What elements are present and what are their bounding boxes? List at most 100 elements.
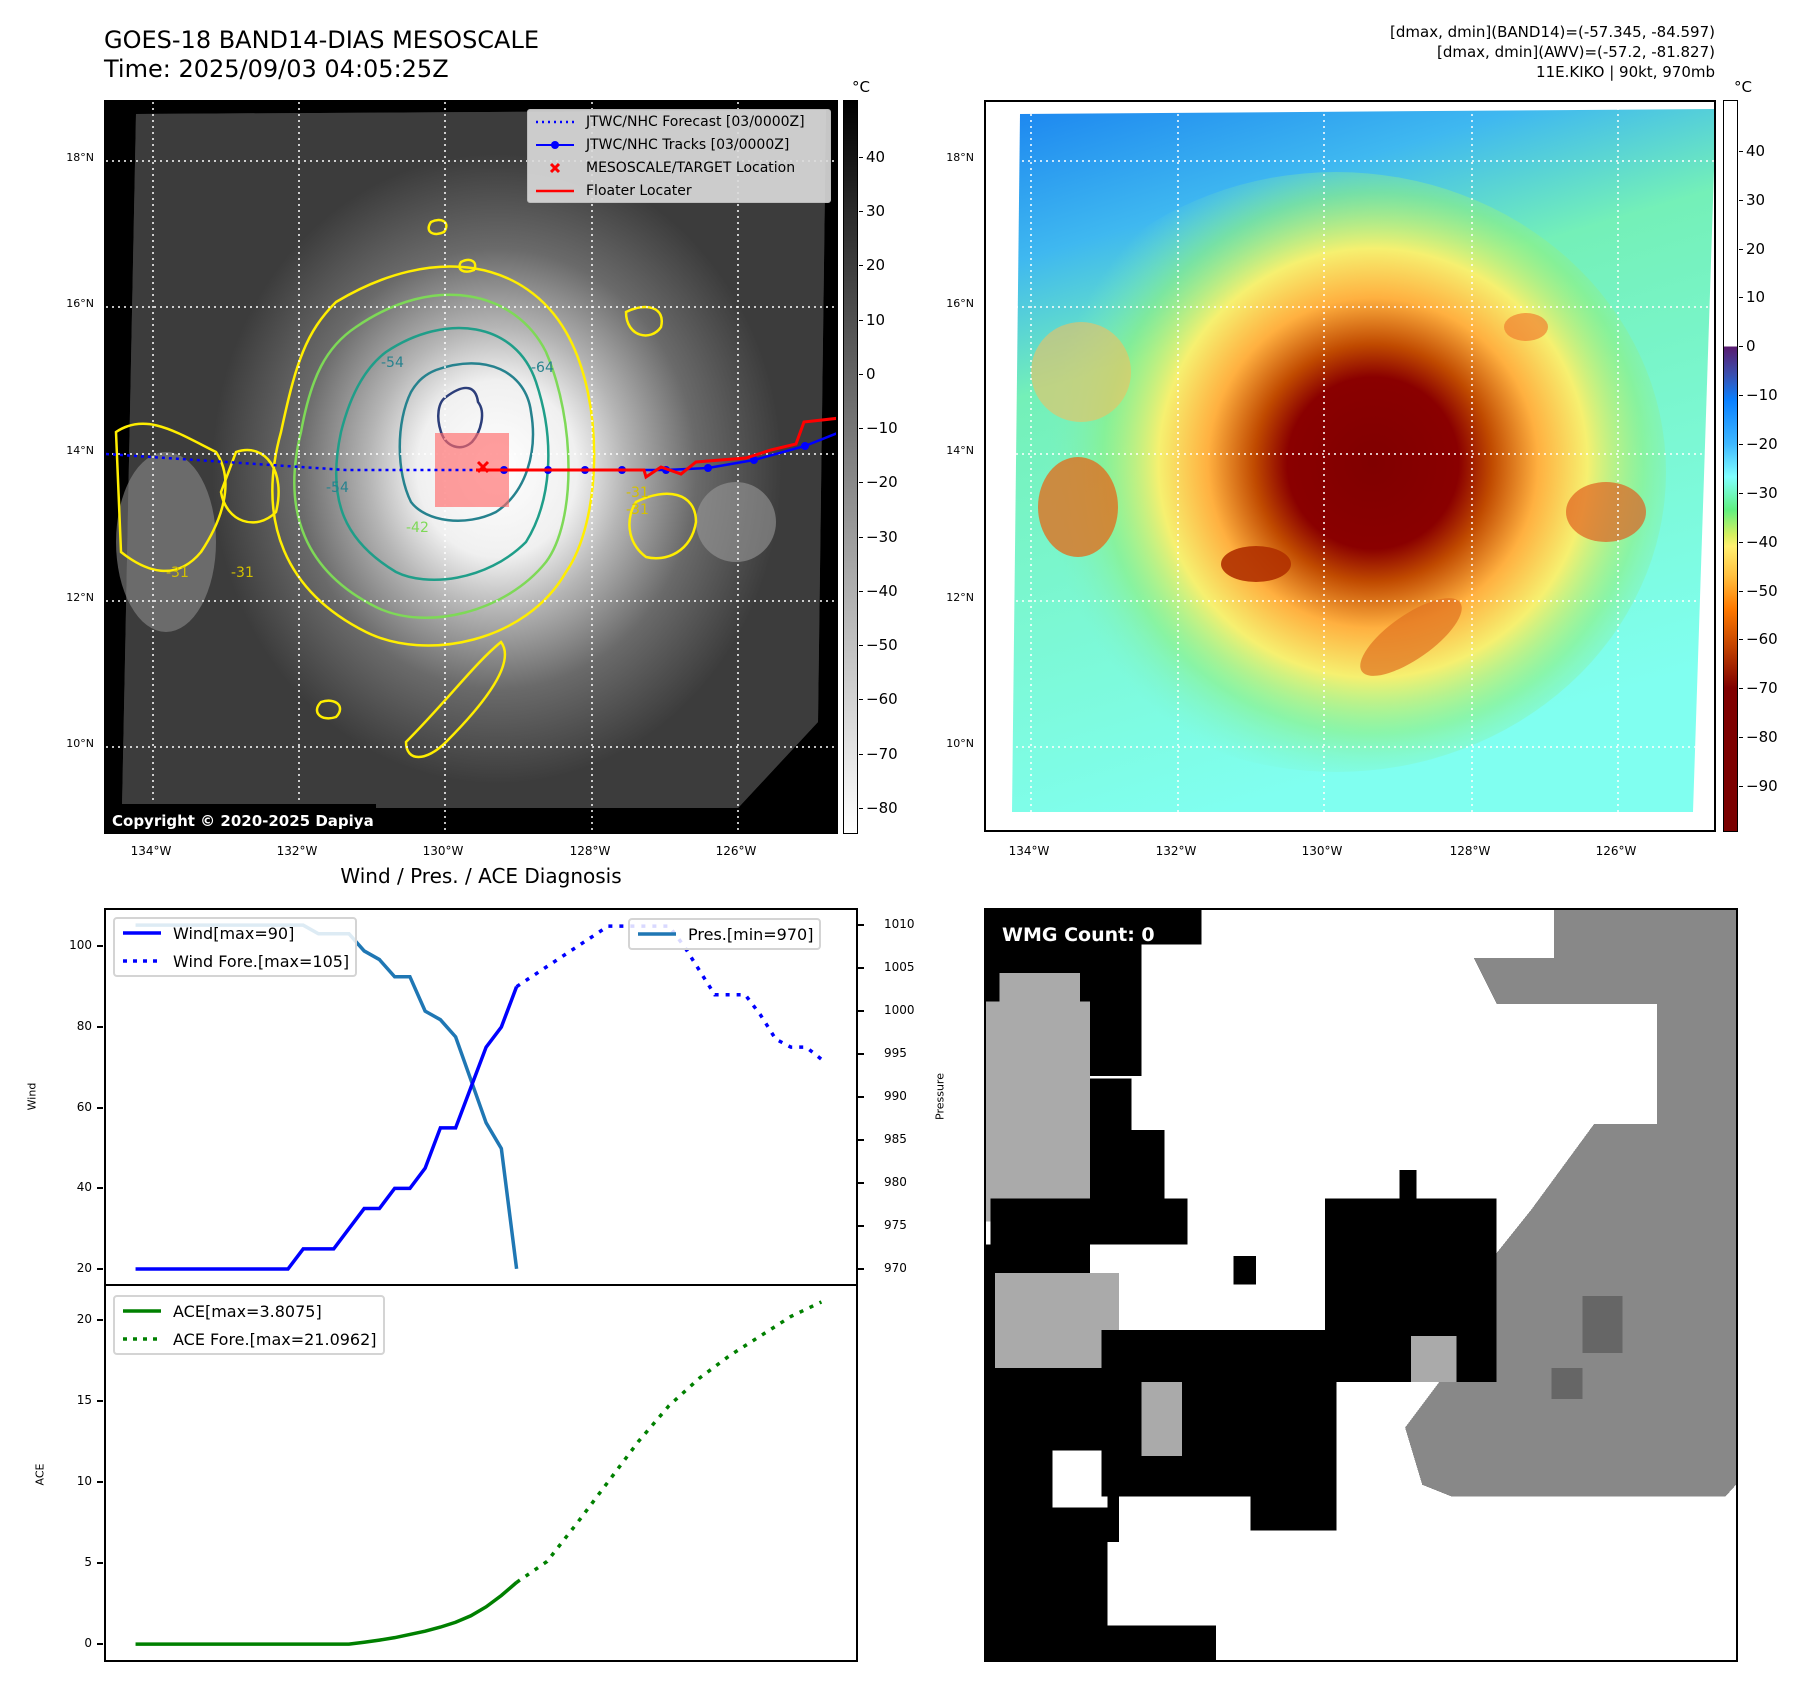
colorbar-tick [1739,492,1743,494]
colorbar-tick [859,699,863,701]
wind-axis-label: Wind [25,1082,39,1111]
colorbar-tick-label: −70 [1746,679,1778,698]
y-tick-label: 990 [884,1089,907,1103]
colorbar-tick [859,428,863,430]
legend-label: Floater Locater [586,182,692,199]
y-tick-label: 985 [884,1131,907,1146]
colorbar-tick-label: 30 [866,202,886,221]
solid-line-icon [123,931,161,935]
y-tick [97,1318,103,1321]
colorbar-tick-label: −70 [866,744,898,763]
dotted-line-icon [536,120,574,123]
colorbar-tick-label: −80 [1746,728,1778,747]
wind-line [135,986,519,1271]
lat-label: 16°N [946,297,974,310]
ace-legend: ACE[max=3.8075] ACE Fore.[max=21.0962] [113,1295,385,1355]
colorbar-tick [1739,639,1743,641]
band14-range: [dmax, dmin](BAND14)=(-57.345, -84.597) [1390,23,1715,41]
y-tick [97,1399,103,1402]
colorbar-tick-label: −60 [1746,630,1778,649]
y-tick [858,1010,864,1013]
ir-colorbar-unit: °C [852,78,870,96]
awv-colorbar-unit: °C [1734,78,1752,96]
colorbar-tick [859,211,863,213]
y-tick [97,1187,103,1190]
contour-label: -54 [381,355,404,371]
colorbar-tick [1739,199,1743,201]
contour-label: -31 [626,502,649,518]
y-tick-label: 15 [76,1392,92,1407]
legend-item-floater: Floater Locater [528,179,830,202]
colorbar-tick [859,536,863,538]
colorbar-tick-label: 0 [866,364,876,383]
y-tick [858,1267,864,1270]
y-tick-label: 80 [76,1019,92,1033]
ir-imagery: -31 -31 -31 -31 -42 -54 -54 -64 Copyrigh… [106,102,836,832]
contour-label: -54 [326,480,349,496]
lat-label: 14°N [66,444,94,457]
ace-chart: ACE[max=3.8075] ACE Fore.[max=21.0962] [104,1284,858,1662]
awv-range: [dmax, dmin](AWV)=(-57.2, -81.827) [1436,43,1715,61]
y-tick [97,1643,103,1646]
line-dot-icon [536,140,574,149]
legend-item-tracks: JTWC/NHC Tracks [03/0000Z] [528,133,830,156]
wind-pressure-chart: Wind[max=90] Wind Fore.[max=105] Pres.[m… [104,908,858,1286]
target-location-x-icon [476,460,490,474]
colorbar-tick-label: −10 [866,419,898,438]
title-line-1: GOES-18 BAND14-DIAS MESOSCALE [104,26,540,54]
awv-imagery [986,102,1714,830]
lon-label: 132°W [1155,844,1197,858]
y-tick [858,1181,864,1184]
lon-label: 130°W [422,844,464,858]
colorbar-tick-label: −20 [1746,435,1778,453]
y-tick-label: 1010 [884,917,915,932]
temperature-contours [114,218,698,759]
colorbar-tick-label: 10 [1746,288,1766,307]
colorbar-tick-label: −50 [866,636,898,655]
lat-label: 12°N [946,591,974,604]
wmg-count-label: WMG Count: 0 [1002,924,1155,946]
y-tick [97,945,103,948]
lon-label: 130°W [1301,844,1343,858]
colorbar-tick [859,590,863,592]
colorbar-tick-label: −60 [866,690,898,709]
colorbar-tick [1739,737,1743,739]
colorbar-tick-label: 20 [866,256,886,275]
y-tick [858,1224,864,1227]
legend-label: Pres.[min=970] [688,924,814,944]
y-tick-label: 40 [76,1180,92,1195]
colorbar-tick [1739,248,1743,250]
solid-line-icon [123,1309,161,1313]
y-tick-label: 1005 [884,960,915,975]
colorbar-tick [1739,395,1743,397]
y-tick [97,1268,103,1271]
lon-label: 132°W [276,844,318,858]
colorbar-tick [859,373,863,375]
y-tick [858,1096,864,1098]
ace-plot [135,1300,823,1646]
floater-locater-line [476,416,836,480]
x-marker-icon [549,162,561,173]
lon-label: 126°W [1595,844,1637,858]
ace-line [135,1581,518,1646]
lat-label: 12°N [66,591,94,604]
y-tick [858,1053,864,1056]
y-tick-label: 0 [84,1636,92,1651]
y-tick-label: 10 [76,1473,92,1488]
colorbar-tick [1739,786,1743,788]
colorbar-tick-label: 40 [1746,141,1766,160]
colorbar-tick [859,807,863,809]
colorbar-tick-label: −30 [1746,483,1778,502]
colorbar-tick-label: −40 [866,581,898,600]
colorbar-tick-label: 40 [866,147,886,166]
storm-info: [dmax, dmin](BAND14)=(-57.345, -84.597) … [1390,22,1715,82]
legend-label: JTWC/NHC Forecast [03/0000Z] [586,113,805,130]
diagnosis-chart-title: Wind / Pres. / ACE Diagnosis [340,864,622,888]
colorbar-tick [859,319,863,321]
y-tick [97,1026,103,1028]
colorbar-tick-label: −80 [866,798,898,817]
y-tick-label: 995 [884,1046,907,1061]
legend-label: ACE Fore.[max=21.0962] [173,1329,377,1349]
wind-legend: Wind[max=90] Wind Fore.[max=105] [113,917,358,977]
contour-label: -42 [406,520,429,536]
